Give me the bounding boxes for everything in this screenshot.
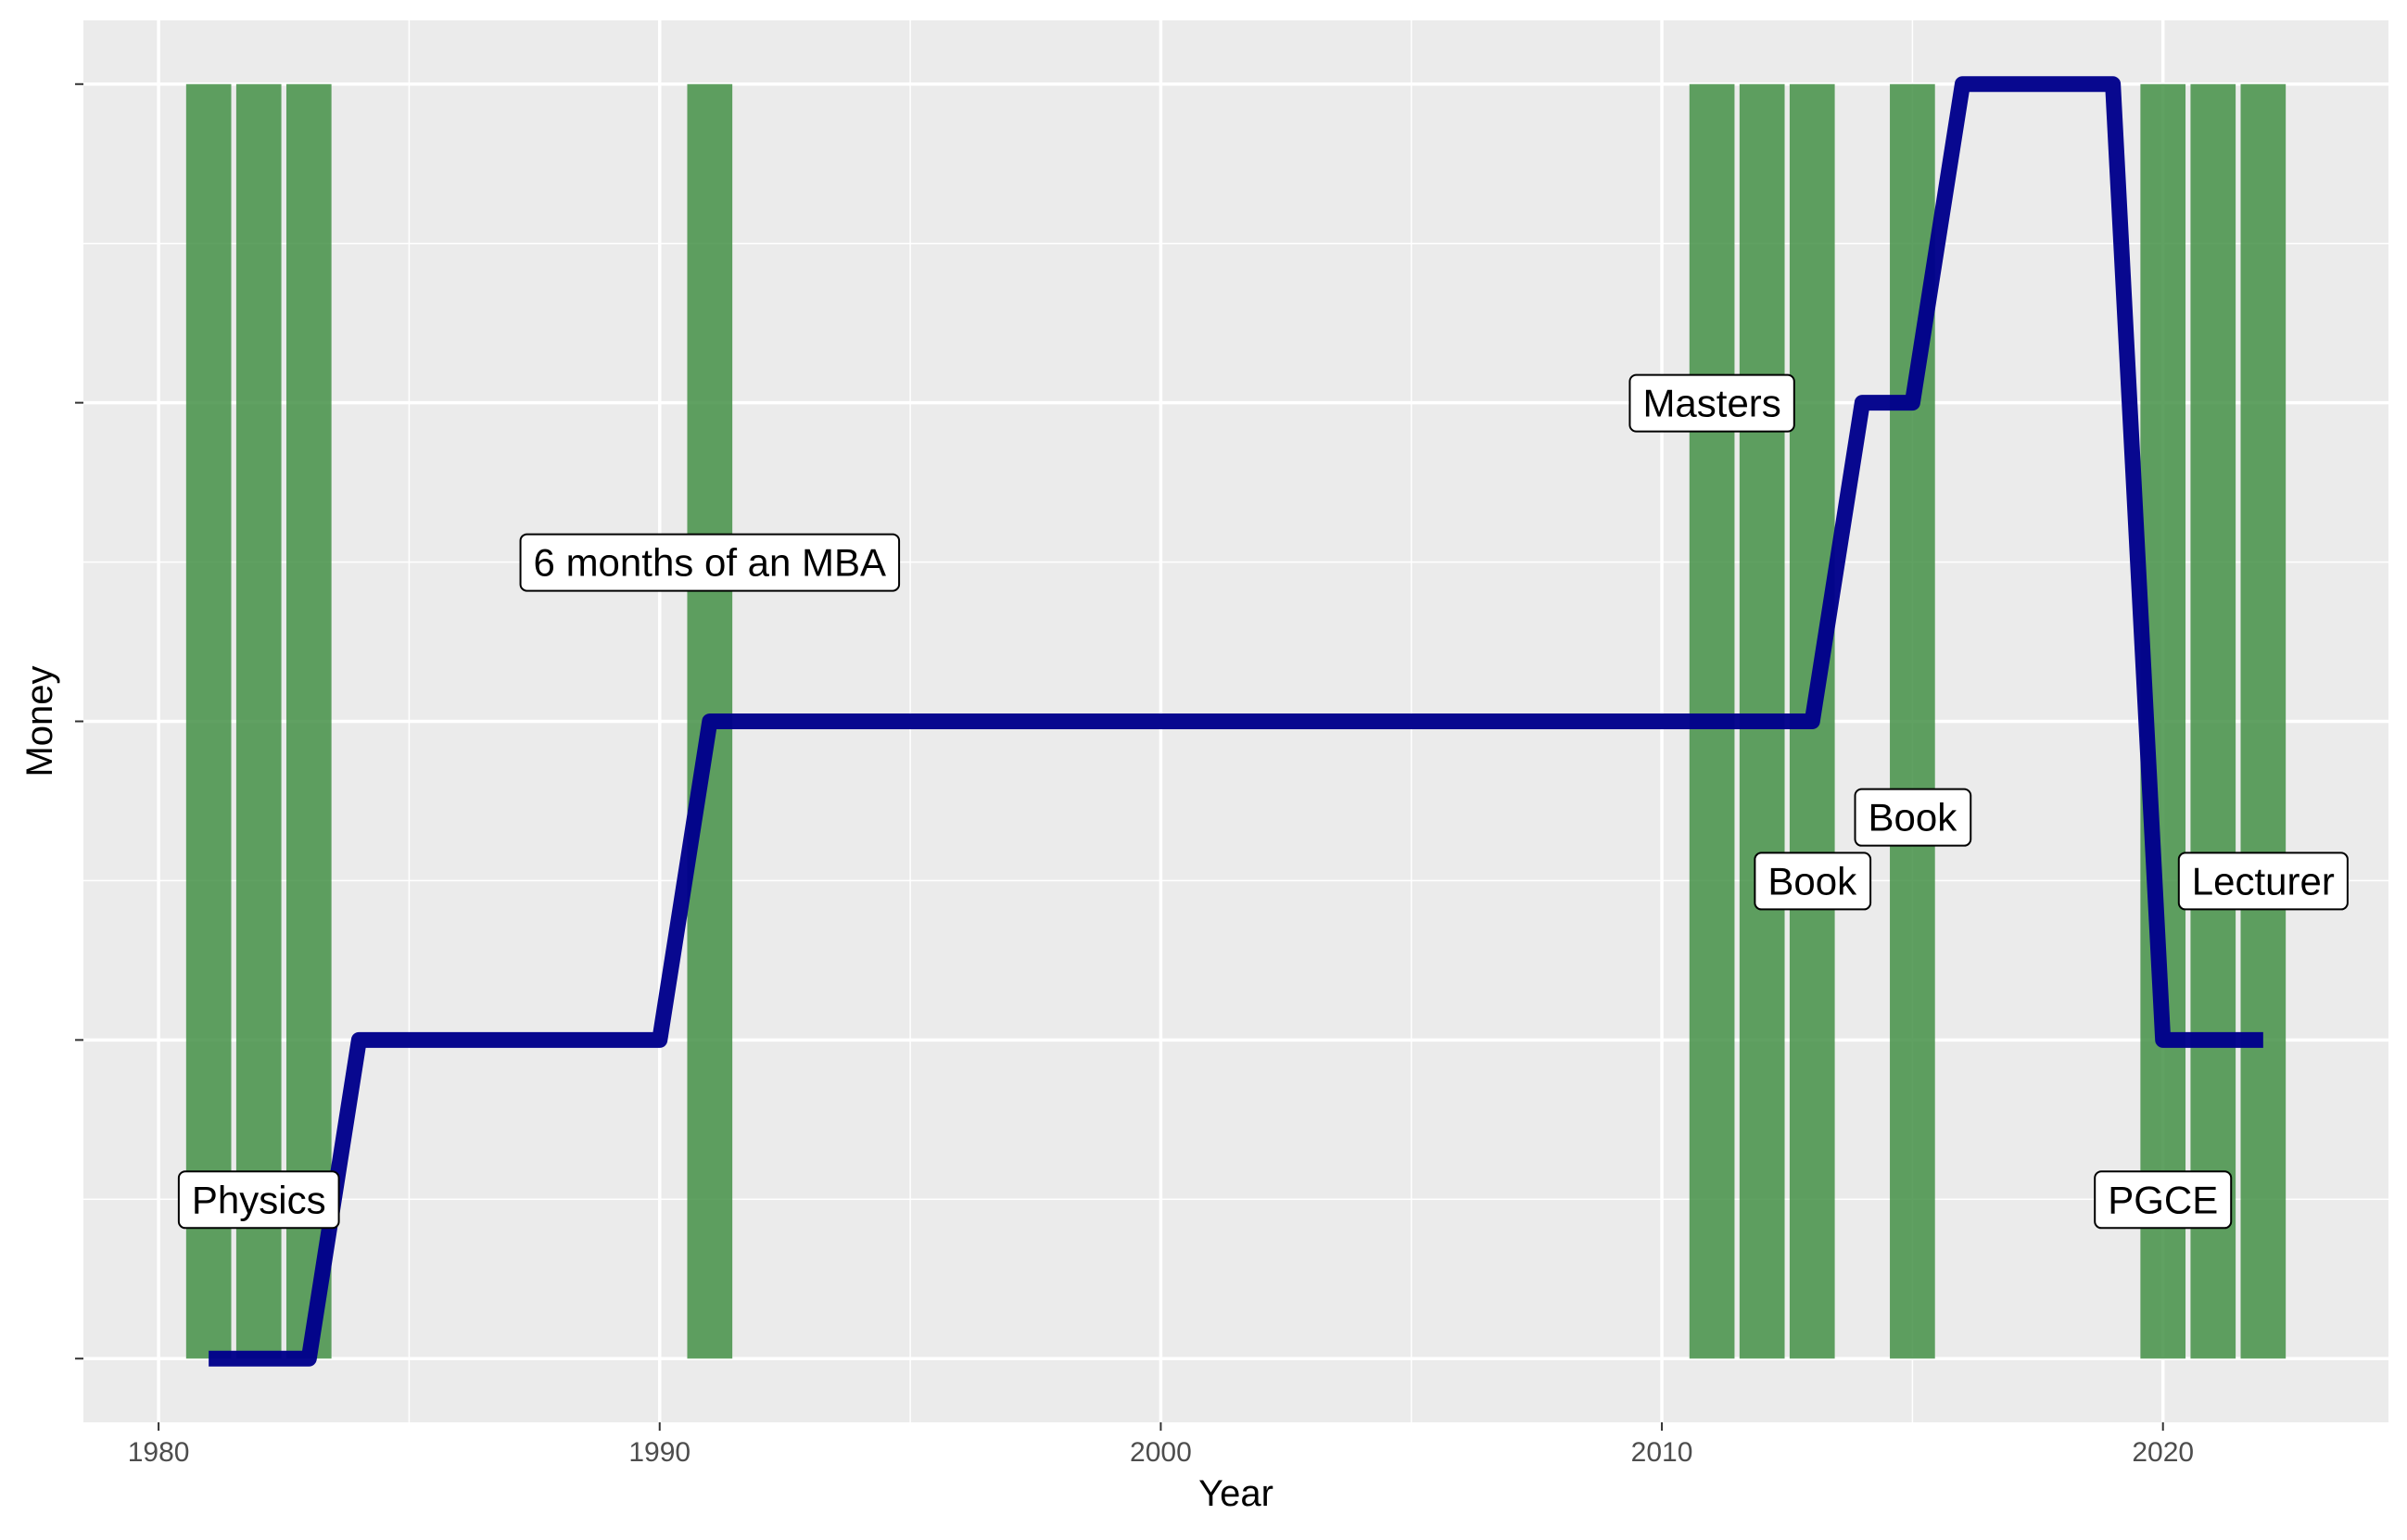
annotation-text: Book xyxy=(1869,796,1958,839)
annotation-label: 6 months of an MBA xyxy=(519,533,901,592)
study-bar xyxy=(285,83,332,1359)
annotation-box xyxy=(177,1170,340,1230)
study-bars xyxy=(185,83,2287,1359)
annotation-label: PGCE xyxy=(2094,1170,2233,1230)
annotation-box xyxy=(519,533,901,592)
y-axis xyxy=(75,82,83,1360)
annotation-label: Masters xyxy=(1628,373,1795,433)
x-tick-label: 2010 xyxy=(1631,1437,1693,1468)
annotation-text: 6 months of an MBA xyxy=(534,541,887,585)
annotation-labels: Physics 6 months of an MBA Masters Book Book… xyxy=(177,373,2349,1230)
money-line-layer xyxy=(209,76,2263,1367)
annotation-label: Lecturer xyxy=(2177,852,2349,911)
annotation-box xyxy=(1854,788,1972,847)
annotation-text: Physics xyxy=(192,1178,326,1221)
x-tick-label: 1990 xyxy=(628,1437,690,1468)
annotation-label: Book xyxy=(1854,788,1972,847)
study-bar xyxy=(2190,83,2236,1359)
study-bar xyxy=(2240,83,2287,1359)
annotation-box xyxy=(2177,852,2349,911)
money-series-line xyxy=(209,76,2263,1367)
annotation-box xyxy=(1628,373,1795,433)
annotation-text: Book xyxy=(1767,859,1857,903)
annotation-label: Physics xyxy=(177,1170,340,1230)
annotation-text: Masters xyxy=(1642,382,1780,425)
x-tick-label: 2000 xyxy=(1130,1437,1192,1468)
y-axis-title: Money xyxy=(19,665,60,776)
annotation-label: Book xyxy=(1754,852,1872,911)
study-bar xyxy=(235,83,282,1359)
x-axis-title: Year xyxy=(1198,1473,1273,1514)
annotation-box xyxy=(1754,852,1872,911)
x-tick-label: 2020 xyxy=(2132,1437,2194,1468)
annotation-text: PGCE xyxy=(2108,1178,2218,1221)
x-tick-label: 1980 xyxy=(128,1437,190,1468)
x-axis: 1980 1990 2000 2010 2020 xyxy=(128,1422,2194,1468)
annotation-box xyxy=(2094,1170,2233,1230)
annotation-text: Lecturer xyxy=(2192,859,2335,903)
study-bar xyxy=(185,83,232,1359)
